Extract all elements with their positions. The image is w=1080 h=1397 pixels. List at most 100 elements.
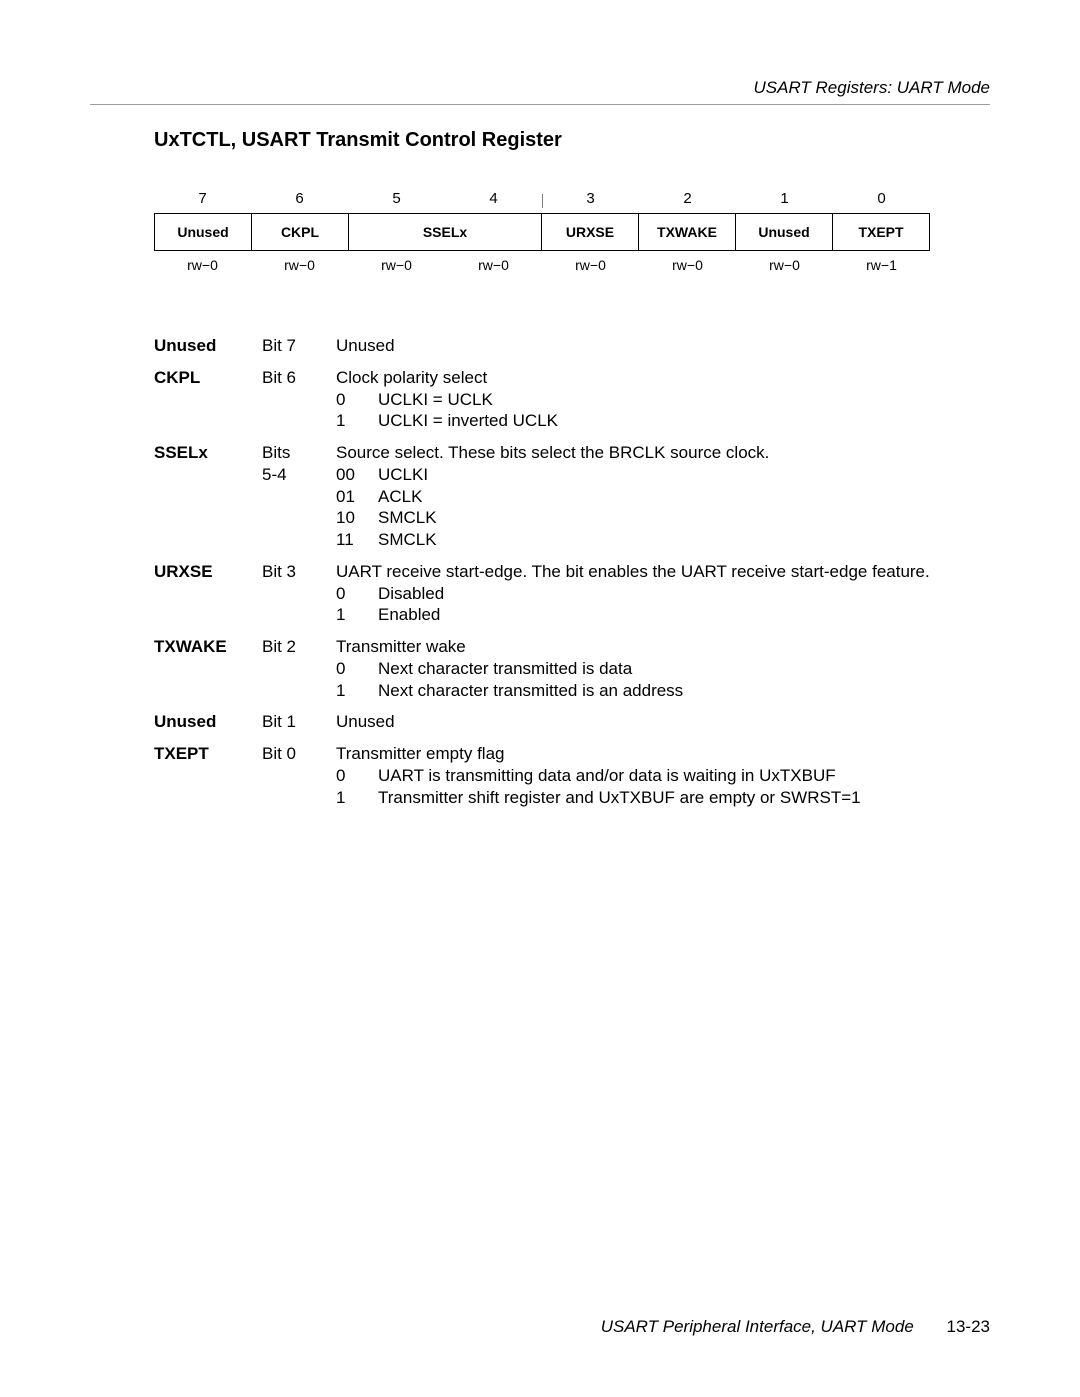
field-bit: Bits5-4 <box>262 442 336 486</box>
bit-field: TXWAKE <box>639 214 736 250</box>
option-code: 01 <box>336 486 378 508</box>
field-option: 0UART is transmitting data and/or data i… <box>336 765 930 787</box>
option-text: UCLKI = inverted UCLK <box>378 410 930 432</box>
field-bit: Bit 1 <box>262 711 336 733</box>
register-diagram: 7 6 5 4 3 2 1 0 Unused CKPL SSELx URXSE … <box>154 190 930 273</box>
option-text: SMCLK <box>378 529 930 551</box>
field-row: SSELxBits5-4Source select. These bits se… <box>154 442 930 551</box>
option-code: 1 <box>336 680 378 702</box>
page-header: USART Registers: UART Mode <box>90 78 990 105</box>
field-option: 10SMCLK <box>336 507 930 529</box>
field-summary: Transmitter empty flag <box>336 743 930 765</box>
section-title: UxTCTL, USART Transmit Control Register <box>154 129 990 152</box>
bit-number: 3 <box>542 190 639 213</box>
option-text: ACLK <box>378 486 930 508</box>
bit-number-row: 7 6 5 4 3 2 1 0 <box>154 190 930 213</box>
header-right-text: USART Registers: UART Mode <box>754 78 991 98</box>
bit-number: 5 <box>348 190 445 213</box>
bit-field: TXEPT <box>833 214 929 250</box>
bit-field: Unused <box>155 214 252 250</box>
option-text: UCLKI <box>378 464 930 486</box>
page: USART Registers: UART Mode UxTCTL, USART… <box>0 0 1080 808</box>
option-code: 10 <box>336 507 378 529</box>
field-summary: Unused <box>336 335 930 357</box>
field-name: TXEPT <box>154 743 262 765</box>
field-option: 1Next character transmitted is an addres… <box>336 680 930 702</box>
footer-page-number: 13-23 <box>947 1317 990 1336</box>
bit-access-row: rw−0 rw−0 rw−0 rw−0 rw−0 rw−0 rw−0 rw−1 <box>154 257 930 273</box>
field-option: 0Disabled <box>336 583 930 605</box>
option-text: Next character transmitted is data <box>378 658 930 680</box>
field-bit: Bit 7 <box>262 335 336 357</box>
field-option: 1UCLKI = inverted UCLK <box>336 410 930 432</box>
option-code: 11 <box>336 529 378 551</box>
bit-number: 1 <box>736 190 833 213</box>
option-code: 00 <box>336 464 378 486</box>
option-code: 1 <box>336 787 378 809</box>
bit-number: 4 <box>445 190 542 213</box>
option-text: Next character transmitted is an address <box>378 680 930 702</box>
option-text: Enabled <box>378 604 930 626</box>
option-text: Disabled <box>378 583 930 605</box>
field-row: CKPLBit 6Clock polarity select0UCLKI = U… <box>154 367 930 432</box>
field-summary: Unused <box>336 711 930 733</box>
bit-access: rw−0 <box>348 257 445 273</box>
bit-field: URXSE <box>542 214 639 250</box>
field-bit: Bit 0 <box>262 743 336 765</box>
field-description: Clock polarity select0UCLKI = UCLK1UCLKI… <box>336 367 930 432</box>
option-code: 1 <box>336 410 378 432</box>
field-summary: Source select. These bits select the BRC… <box>336 442 930 464</box>
field-name: Unused <box>154 711 262 733</box>
bit-number: 2 <box>639 190 736 213</box>
field-row: TXWAKEBit 2Transmitter wake0Next charact… <box>154 636 930 701</box>
bit-number: 6 <box>251 190 348 213</box>
field-description: Unused <box>336 711 930 733</box>
field-option: 1Enabled <box>336 604 930 626</box>
field-summary: UART receive start-edge. The bit enables… <box>336 561 930 583</box>
option-text: UART is transmitting data and/or data is… <box>378 765 930 787</box>
option-code: 1 <box>336 604 378 626</box>
option-code: 0 <box>336 389 378 411</box>
bit-number: 0 <box>833 190 930 213</box>
bit-field: Unused <box>736 214 833 250</box>
bit-access: rw−0 <box>154 257 251 273</box>
field-option: 00UCLKI <box>336 464 930 486</box>
field-row: TXEPTBit 0Transmitter empty flag0UART is… <box>154 743 930 808</box>
bit-access: rw−0 <box>542 257 639 273</box>
bit-field: CKPL <box>252 214 349 250</box>
field-name: Unused <box>154 335 262 357</box>
field-row: UnusedBit 1Unused <box>154 711 930 733</box>
option-code: 0 <box>336 658 378 680</box>
bit-access: rw−0 <box>445 257 542 273</box>
bit-field: SSELx <box>349 214 542 250</box>
field-name: SSELx <box>154 442 262 464</box>
field-option: 01ACLK <box>336 486 930 508</box>
field-name: TXWAKE <box>154 636 262 658</box>
footer-title: USART Peripheral Interface, UART Mode <box>601 1317 914 1336</box>
field-description: UART receive start-edge. The bit enables… <box>336 561 930 626</box>
bit-number: 7 <box>154 190 251 213</box>
bit-access: rw−0 <box>639 257 736 273</box>
field-bit: Bit 2 <box>262 636 336 658</box>
option-code: 0 <box>336 583 378 605</box>
option-text: UCLKI = UCLK <box>378 389 930 411</box>
option-code: 0 <box>336 765 378 787</box>
field-option: 0Next character transmitted is data <box>336 658 930 680</box>
field-bit: Bit 3 <box>262 561 336 583</box>
bit-field-row: Unused CKPL SSELx URXSE TXWAKE Unused TX… <box>154 213 930 251</box>
field-option: 11SMCLK <box>336 529 930 551</box>
field-option: 0UCLKI = UCLK <box>336 389 930 411</box>
field-description: Transmitter wake0Next character transmit… <box>336 636 930 701</box>
bit-access: rw−0 <box>251 257 348 273</box>
bit-access: rw−1 <box>833 257 930 273</box>
field-summary: Transmitter wake <box>336 636 930 658</box>
bit-access: rw−0 <box>736 257 833 273</box>
field-bit: Bit 6 <box>262 367 336 389</box>
option-text: SMCLK <box>378 507 930 529</box>
field-row: URXSEBit 3UART receive start-edge. The b… <box>154 561 930 626</box>
field-description: Unused <box>336 335 930 357</box>
center-tick <box>542 194 543 208</box>
field-row: UnusedBit 7Unused <box>154 335 930 357</box>
field-description: Transmitter empty flag0UART is transmitt… <box>336 743 930 808</box>
field-description-table: UnusedBit 7UnusedCKPLBit 6Clock polarity… <box>154 335 930 808</box>
